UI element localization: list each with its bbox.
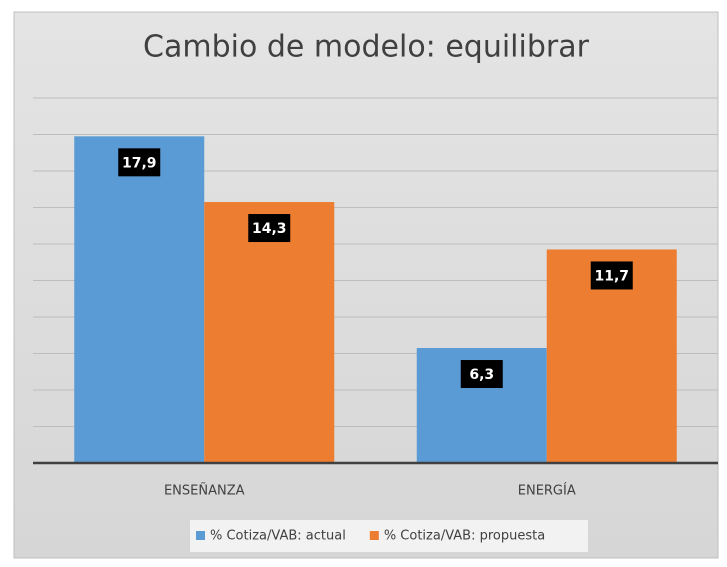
legend-swatch (369, 531, 379, 540)
legend-label: % Cotiza/VAB: propuesta (384, 529, 545, 544)
x-tick-label: ENSEÑANZA (164, 483, 245, 499)
data-label-box (460, 360, 503, 389)
data-label: 11,7 (594, 268, 629, 284)
data-label: 6,3 (469, 367, 494, 383)
legend-label: % Cotiza/VAB: actual (210, 529, 346, 544)
bar (204, 202, 335, 463)
chart-title: Cambio de modelo: equilibrar (143, 30, 590, 65)
bar (74, 136, 205, 463)
legend-swatch (196, 531, 205, 540)
data-label-box (118, 148, 161, 177)
data-label: 17,9 (122, 155, 157, 171)
data-label-box (590, 261, 633, 290)
x-tick-label: ENERGÍA (518, 483, 576, 499)
legend-box (190, 520, 588, 552)
data-label: 14,3 (252, 221, 287, 237)
data-label-box (248, 214, 291, 243)
